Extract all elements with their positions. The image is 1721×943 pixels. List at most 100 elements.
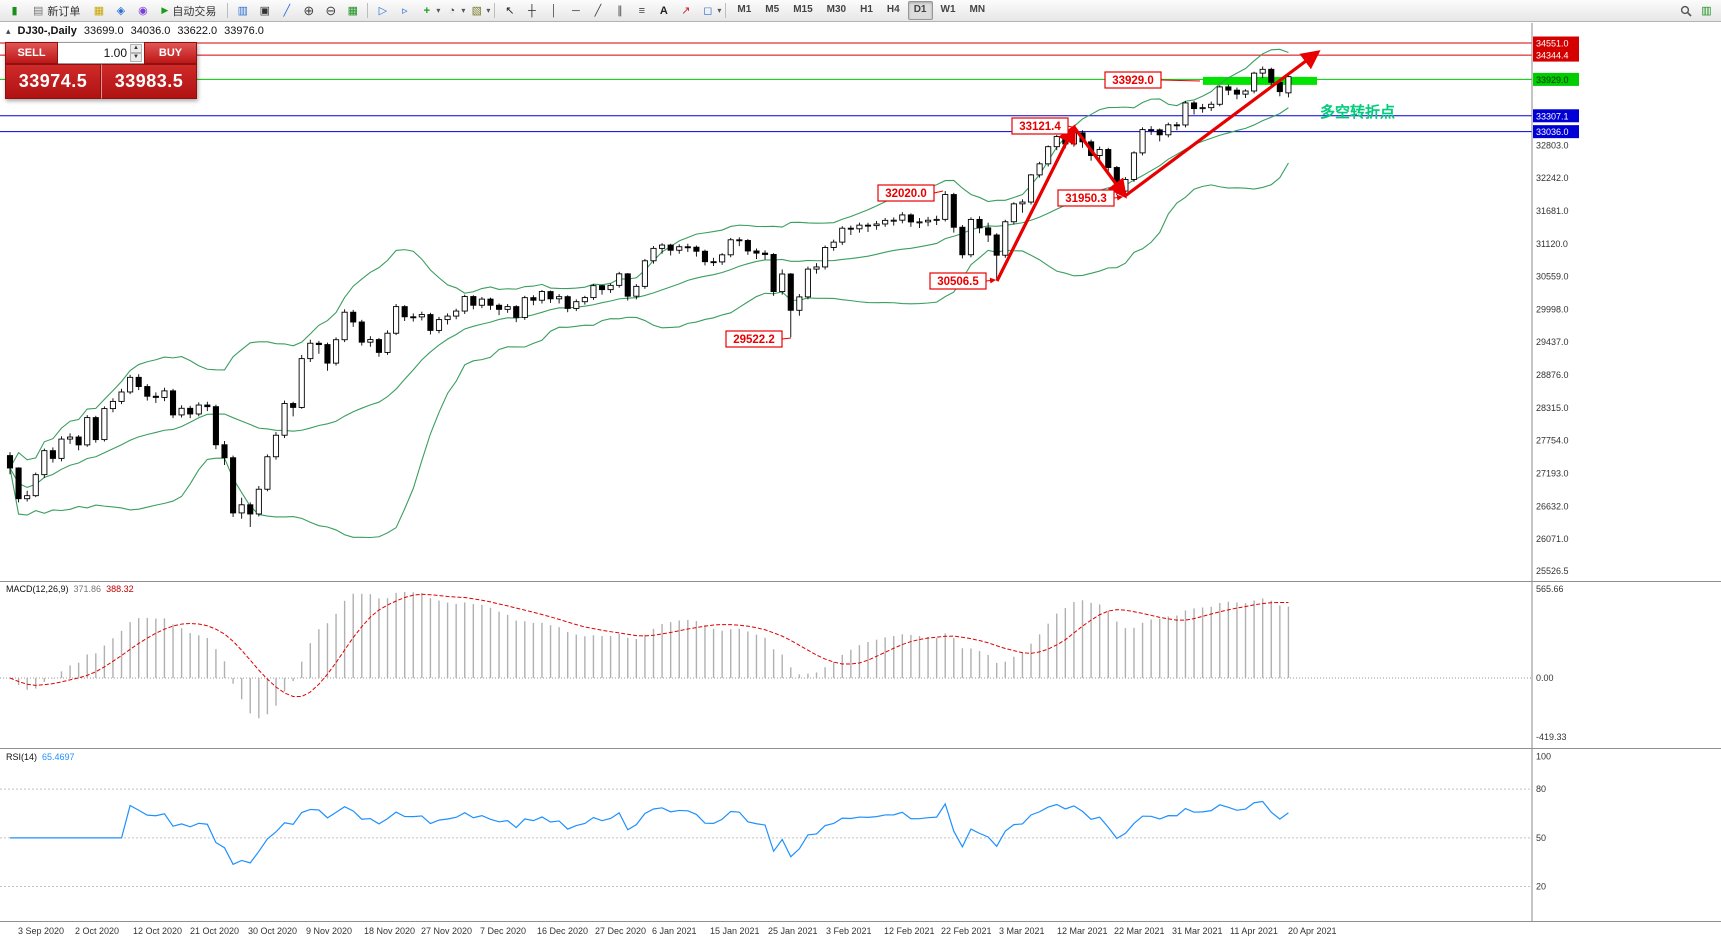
indicators-icon[interactable]: +	[423, 4, 431, 17]
svg-text:7 Dec 2020: 7 Dec 2020	[480, 926, 526, 936]
new-order-label: 新订单	[47, 5, 81, 18]
buy-button[interactable]: BUY	[144, 42, 197, 64]
indicators-dropdown-icon[interactable]: ▾	[436, 6, 441, 15]
svg-text:31 Mar 2021: 31 Mar 2021	[1172, 926, 1223, 936]
lot-increase-button[interactable]: ▲	[130, 44, 142, 53]
svg-text:12 Mar 2021: 12 Mar 2021	[1057, 926, 1108, 936]
crosshair-icon[interactable]: ┼	[527, 4, 536, 17]
lot-size-field[interactable]: 1.00 ▲ ▼	[58, 42, 144, 64]
templates-icon[interactable]: ▧	[471, 5, 483, 17]
svg-text:15 Jan 2021: 15 Jan 2021	[710, 926, 760, 936]
svg-text:26632.0: 26632.0	[1536, 501, 1569, 511]
timeframe-m15[interactable]: M15	[793, 4, 813, 15]
timeframe-m30[interactable]: M30	[826, 4, 847, 15]
arrows-tool-icon[interactable]: ↗	[681, 5, 691, 17]
lot-decrease-button[interactable]: ▼	[130, 53, 142, 62]
svg-text:29998.0: 29998.0	[1536, 304, 1569, 314]
chart-shift-icon[interactable]: ▹	[402, 5, 408, 17]
svg-text:31950.3: 31950.3	[1065, 193, 1107, 205]
horizontal-line-icon[interactable]: ─	[571, 4, 580, 17]
timeframe-h1[interactable]: H1	[860, 4, 873, 15]
svg-text:25 Jan 2021: 25 Jan 2021	[768, 926, 818, 936]
sell-price-display[interactable]: 33974.5	[5, 64, 101, 99]
svg-text:30506.5: 30506.5	[937, 276, 979, 288]
svg-text:16 Dec 2020: 16 Dec 2020	[537, 926, 588, 936]
svg-text:20 Apr 2021: 20 Apr 2021	[1288, 926, 1337, 936]
svg-text:32242.0: 32242.0	[1536, 173, 1569, 183]
one-click-trading-panel: SELL 1.00 ▲ ▼ BUY 33974.5 33983.5	[5, 42, 197, 99]
svg-text:9 Nov 2020: 9 Nov 2020	[306, 926, 352, 936]
new-chart-icon[interactable]: ▮	[11, 5, 18, 17]
timeframe-mn[interactable]: MN	[969, 4, 986, 15]
main-toolbar: ▮ ▤ 新订单 ▦ ◈ ◉ ▶ 自动交易 ▥ ▣ ╱ ⊕ ⊖ ▦ ▷ ▹ + ▾…	[0, 0, 1721, 22]
fibonacci-icon[interactable]: ≡	[638, 4, 646, 17]
svg-text:33121.4: 33121.4	[1019, 121, 1061, 133]
templates-dropdown-icon[interactable]: ▾	[486, 6, 491, 15]
svg-text:多空转折点: 多空转折点	[1320, 103, 1395, 121]
periods-icon[interactable]: ◔	[448, 4, 456, 17]
new-order-button[interactable]: ▤ 新订单	[26, 1, 87, 21]
candlestick-chart-icon[interactable]: ▣	[259, 5, 271, 17]
text-tool-icon[interactable]: A	[659, 4, 668, 17]
toolbar-separator	[494, 3, 496, 18]
svg-text:18 Nov 2020: 18 Nov 2020	[364, 926, 415, 936]
svg-text:3 Sep 2020: 3 Sep 2020	[18, 926, 64, 936]
timeframe-h4[interactable]: H4	[886, 4, 900, 15]
svg-text:3 Mar 2021: 3 Mar 2021	[999, 926, 1045, 936]
timeframe-d1[interactable]: D1	[907, 1, 933, 20]
svg-text:26071.0: 26071.0	[1536, 534, 1569, 544]
chart-profile-icon[interactable]: ▥	[1701, 5, 1712, 17]
shapes-dropdown-icon[interactable]: ▾	[717, 6, 722, 15]
navigator-icon[interactable]: ◈	[116, 5, 126, 17]
periods-dropdown-icon[interactable]: ▾	[461, 6, 466, 15]
svg-text:27 Dec 2020: 27 Dec 2020	[595, 926, 646, 936]
shapes-icon[interactable]: ◻	[703, 5, 713, 17]
search-icon[interactable]	[1675, 1, 1696, 21]
toolbar-separator	[367, 3, 369, 18]
macd-name: MACD(12,26,9)	[6, 584, 69, 594]
autotrading-play-icon: ▶	[161, 5, 169, 15]
svg-text:32020.0: 32020.0	[885, 188, 927, 200]
bar-chart-icon[interactable]: ▥	[237, 5, 249, 17]
svg-text:12 Oct 2020: 12 Oct 2020	[133, 926, 182, 936]
sell-button[interactable]: SELL	[5, 42, 58, 64]
trendline-icon[interactable]: ╱	[594, 5, 602, 17]
timeframe-m5[interactable]: M5	[765, 4, 780, 15]
svg-text:22 Mar 2021: 22 Mar 2021	[1114, 926, 1165, 936]
buy-price-display[interactable]: 33983.5	[101, 64, 197, 99]
svg-text:6 Jan 2021: 6 Jan 2021	[652, 926, 697, 936]
toolbar-separator	[227, 3, 229, 18]
svg-text:3 Feb 2021: 3 Feb 2021	[826, 926, 872, 936]
mql5-community-icon[interactable]: ◉	[138, 5, 148, 17]
terminal-icon[interactable]: ▦	[93, 5, 105, 17]
channel-icon[interactable]: ∥	[617, 5, 623, 17]
line-chart-icon[interactable]: ╱	[283, 5, 291, 17]
svg-text:21 Oct 2020: 21 Oct 2020	[190, 926, 239, 936]
tile-windows-icon[interactable]: ▦	[347, 5, 359, 17]
svg-text:28315.0: 28315.0	[1536, 403, 1569, 413]
timeframe-m1[interactable]: M1	[737, 4, 752, 15]
lot-size-value: 1.00	[103, 46, 127, 60]
cursor-icon[interactable]: ↖	[505, 5, 515, 17]
chart-open-value: 33699.0	[83, 25, 124, 37]
autotrading-button[interactable]: ▶ 自动交易	[154, 1, 223, 21]
svg-text:33929.0: 33929.0	[1536, 75, 1569, 85]
timeframe-w1[interactable]: W1	[940, 4, 956, 15]
svg-text:30 Oct 2020: 30 Oct 2020	[248, 926, 297, 936]
timeframe-group: M1 M5 M15 M30 H1 H4 D1 W1 MN	[730, 1, 992, 20]
svg-text:30559.0: 30559.0	[1536, 272, 1569, 282]
auto-scroll-icon[interactable]: ▷	[378, 5, 388, 17]
svg-text:33307.1: 33307.1	[1536, 111, 1569, 121]
toolbar-separator	[725, 3, 727, 18]
zoom-out-icon[interactable]: ⊖	[325, 2, 337, 18]
svg-text:22 Feb 2021: 22 Feb 2021	[941, 926, 992, 936]
chart-close-value: 33976.0	[224, 25, 264, 37]
vertical-line-icon[interactable]: │	[550, 4, 558, 17]
svg-text:27193.0: 27193.0	[1536, 469, 1569, 479]
rsi-name: RSI(14)	[6, 752, 38, 762]
svg-text:565.66: 565.66	[1536, 584, 1564, 594]
zoom-in-icon[interactable]: ⊕	[303, 2, 315, 18]
macd-indicator-label: MACD(12,26,9) 371.86 388.32	[6, 584, 134, 594]
autotrading-label: 自动交易	[172, 5, 217, 18]
